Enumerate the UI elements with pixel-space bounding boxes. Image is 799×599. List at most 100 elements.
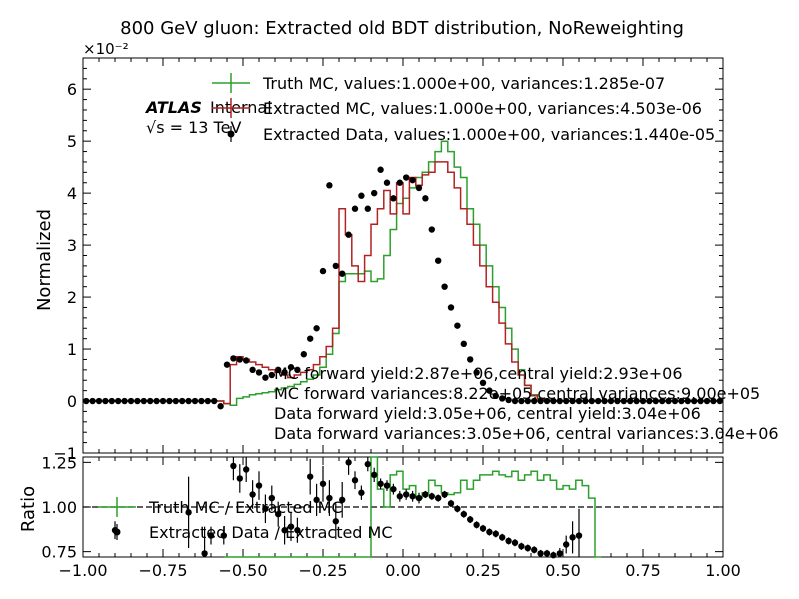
ratio-xtick-label: 0.00	[385, 561, 421, 580]
data-point	[582, 397, 589, 405]
ratio-data-point	[467, 516, 474, 523]
ratio-legend: Truth MC / Extracted MC Extracted Data /…	[98, 497, 393, 542]
main-ytick-label: 6	[67, 80, 77, 99]
data-point	[454, 322, 461, 329]
data-point	[172, 397, 179, 405]
ratio-data-point	[569, 534, 576, 541]
atlas-label: ATLAS	[144, 98, 202, 117]
ratio-data-point	[556, 550, 563, 557]
data-point	[703, 397, 711, 405]
data-point	[543, 397, 551, 405]
energy-label: √s = 13 TeV	[146, 118, 241, 137]
data-point	[537, 397, 544, 405]
data-point	[326, 182, 333, 189]
annotation-mc-variances: MC forward variances:8.22e+05,central va…	[274, 384, 760, 403]
data-point	[473, 369, 480, 376]
ratio-ytick-label: 1.25	[41, 453, 77, 472]
ratio-data-point	[441, 491, 448, 498]
main-legend: Truth MC, values:1.000e+00, variances:1.…	[212, 73, 715, 144]
data-point	[550, 397, 557, 405]
ratio-data-point	[492, 530, 499, 537]
data-point	[524, 397, 531, 405]
data-point	[383, 179, 391, 186]
annotation-mc-yield: MC forward yield:2.87e+06,central yield:…	[274, 364, 683, 383]
data-point	[447, 304, 455, 311]
ratio-xtick-label: −1.00	[58, 561, 107, 580]
data-point	[710, 397, 717, 405]
ratio-data-point	[220, 532, 227, 539]
main-ytick-label: 3	[67, 236, 77, 255]
data-point	[569, 397, 576, 405]
data-point	[115, 397, 122, 405]
ratio-data-point	[339, 496, 346, 504]
ratio-data-point	[435, 494, 442, 502]
ratio-panel: 0.75 1.00 1.25 −1.00 −0.75 −0.50 −0.25 0.00 0.2…	[18, 453, 741, 580]
legend-extracted-mc: Extracted MC, values:1.000e+00, variance…	[263, 99, 702, 118]
data-point	[332, 262, 339, 270]
ratio-data-point	[518, 543, 525, 550]
data-point	[665, 397, 672, 405]
data-point	[396, 179, 403, 186]
main-ytick-label: 0	[67, 392, 77, 411]
ratio-data-point	[275, 510, 282, 518]
ratio-data-point	[531, 546, 538, 554]
data-point	[307, 335, 314, 342]
ratio-data-point	[575, 532, 583, 539]
ratio-data-point	[255, 482, 263, 489]
scale-label: ×10⁻²	[83, 40, 129, 58]
data-point	[153, 397, 160, 405]
data-point	[639, 397, 647, 405]
ratio-x-ticks: −1.00 −0.75 −0.50 −0.25 0.00 0.25 0.50 0.75 1.00	[58, 457, 741, 580]
main-ytick-label: 1	[67, 340, 77, 359]
ratio-data-point	[236, 475, 243, 482]
data-point	[614, 397, 621, 405]
data-point	[409, 176, 416, 184]
legend-truth-mc: Truth MC, values:1.000e+00, variances:1.…	[262, 74, 665, 93]
data-point	[415, 184, 423, 192]
data-point	[678, 397, 685, 405]
ratio-data-point	[486, 528, 493, 536]
ratio-data-point	[422, 491, 429, 498]
data-point	[319, 267, 327, 275]
data-point	[108, 397, 116, 405]
data-point	[428, 226, 435, 233]
data-point	[230, 355, 237, 362]
data-point	[684, 397, 691, 405]
data-point	[364, 205, 371, 212]
data-point	[595, 397, 602, 405]
data-point	[262, 374, 269, 381]
ratio-data-point	[201, 550, 208, 557]
data-point	[646, 397, 653, 405]
data-point	[223, 361, 231, 368]
data-point	[511, 397, 519, 405]
data-point	[588, 397, 595, 405]
ratio-data-point	[207, 532, 215, 539]
main-ytick-label: −1	[53, 444, 77, 463]
data-point	[627, 397, 634, 405]
data-point	[467, 356, 474, 363]
ratio-data-point	[243, 466, 250, 473]
data-point	[441, 283, 448, 290]
data-point	[294, 366, 301, 374]
data-point	[243, 357, 250, 364]
main-ytick-label: 2	[67, 288, 77, 307]
ratio-data-point	[543, 550, 551, 557]
data-point	[358, 192, 365, 199]
data-point	[140, 397, 147, 405]
ratio-data-point	[230, 462, 237, 470]
ratio-data-point	[550, 552, 557, 559]
main-ytick-label: 5	[67, 132, 77, 151]
annotation-data-yield: Data forward yield:3.05e+06, central yie…	[274, 404, 701, 423]
data-point	[179, 397, 186, 405]
ratio-data-point	[403, 491, 410, 498]
main-ylabel: Normalized	[34, 209, 55, 311]
ratio-xtick-label: 0.50	[545, 561, 581, 580]
data-point	[499, 395, 506, 402]
data-point	[435, 257, 442, 264]
ratio-xtick-label: −0.50	[218, 561, 267, 580]
ratio-xtick-label: 0.25	[465, 561, 501, 580]
data-point	[102, 397, 109, 405]
data-point	[345, 231, 352, 238]
data-point	[422, 195, 429, 202]
